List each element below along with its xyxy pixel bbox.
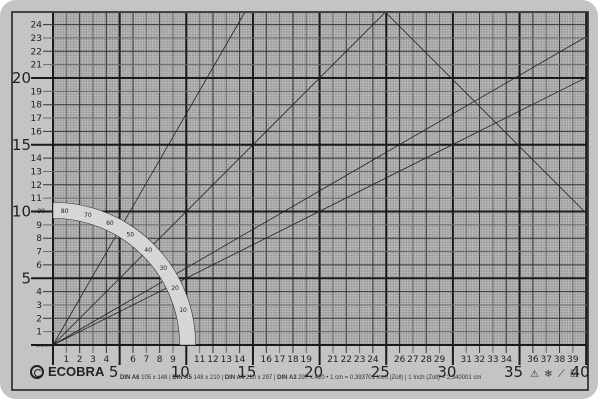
- protractor-label: 10: [179, 307, 187, 314]
- y-axis-label: 6: [36, 261, 42, 271]
- brand-logo: ECOBRA: [30, 364, 104, 379]
- x-axis-label: 10: [171, 363, 190, 381]
- protractor-label: 30: [159, 265, 167, 272]
- y-axis-label: 1: [36, 328, 42, 338]
- y-axis-label: 18: [31, 101, 43, 111]
- x-axis-label: 17: [274, 355, 285, 365]
- y-axis-label: 8: [36, 234, 42, 244]
- brand-name: ECOBRA: [48, 364, 105, 379]
- x-axis-label: 22: [341, 355, 352, 365]
- x-axis-label: 32: [474, 355, 485, 365]
- x-axis-label: 23: [354, 355, 365, 365]
- x-axis-label: 18: [287, 355, 299, 365]
- x-axis-label: 5: [109, 363, 119, 381]
- reflected-angle-line: [385, 12, 587, 214]
- x-axis-label: 39: [567, 355, 579, 365]
- x-axis-label: 9: [170, 355, 176, 365]
- x-axis-label: 30: [437, 363, 456, 381]
- y-axis-label: 11: [31, 194, 42, 204]
- x-axis-label: 24: [367, 355, 379, 365]
- y-axis-label: 14: [31, 154, 43, 164]
- y-axis-label: 7: [36, 248, 42, 258]
- y-axis-label: 17: [31, 114, 42, 124]
- protractor-label: 20: [171, 285, 179, 292]
- x-axis-label: 29: [434, 355, 446, 365]
- size-label: DIN A3: [277, 375, 297, 381]
- x-axis-label: 38: [554, 355, 566, 365]
- y-axis-label: 24: [31, 21, 43, 31]
- protractor-label: 60: [106, 220, 114, 227]
- size-value: 210 x 297: [245, 375, 273, 381]
- size-label: DIN A6: [120, 375, 140, 381]
- x-axis-label: 34: [500, 355, 512, 365]
- protractor-label: 50: [126, 232, 134, 239]
- x-axis-label: 25: [371, 363, 390, 381]
- y-axis-label: 12: [31, 181, 42, 191]
- x-axis-label: 36: [527, 355, 539, 365]
- x-axis-label: 1: [63, 355, 69, 365]
- size-label: DIN A4: [224, 375, 245, 381]
- y-axis-label: 3: [36, 301, 42, 311]
- mat-border: [11, 11, 589, 391]
- protractor-label: 70: [84, 212, 92, 219]
- origin-label: cm/mm: [36, 343, 51, 348]
- angle-line: [52, 12, 245, 346]
- angle-line: [52, 12, 385, 346]
- care-symbols-icon: ⚠ ❄ ⟋ ☑: [530, 369, 580, 380]
- x-axis-label: 19: [301, 355, 313, 365]
- conversion-text: • 1 cm = 0,393701 Inch (Zoll) | 1 Inch (…: [326, 375, 482, 381]
- x-axis-label: 26: [394, 355, 406, 365]
- x-axis-label: 8: [157, 355, 163, 365]
- y-axis-label: 16: [31, 127, 43, 137]
- x-axis-label: 14: [234, 355, 246, 365]
- x-axis-label: 16: [261, 355, 273, 365]
- y-axis-label: 5: [21, 269, 31, 287]
- x-axis-label: 11: [194, 355, 205, 365]
- protractor: [52, 202, 196, 346]
- y-axis-label: 4: [36, 288, 42, 298]
- x-axis-label: 33: [487, 355, 498, 365]
- y-axis-label: 19: [31, 87, 43, 97]
- y-axis-label: 22: [31, 47, 42, 57]
- x-axis-label: 13: [221, 355, 232, 365]
- x-axis-label: 21: [327, 355, 338, 365]
- size-value: 297 x 420: [298, 375, 325, 381]
- y-axis-label: 9: [36, 221, 42, 231]
- y-axis-label: 2: [36, 314, 42, 324]
- x-axis-label: 12: [207, 355, 218, 365]
- angle-line: [52, 35, 588, 346]
- x-axis-label: 20: [304, 363, 323, 381]
- y-axis-label: 23: [31, 34, 42, 44]
- protractor-label: 90: [37, 208, 45, 215]
- x-axis-label: 28: [421, 355, 433, 365]
- size-label: DIN A5: [172, 375, 192, 381]
- x-axis-label: 37: [540, 355, 551, 365]
- x-axis-label: 31: [461, 355, 472, 365]
- paper-size-info: DIN A6 105 x 148 | DIN A5 148 x 210 | DI…: [120, 375, 482, 381]
- x-axis-label: 27: [407, 355, 418, 365]
- x-axis-label: 3: [90, 355, 96, 365]
- protractor-label: 80: [61, 208, 69, 215]
- x-axis-label: 7: [143, 355, 149, 365]
- x-axis-label: 6: [130, 355, 136, 365]
- size-value: 148 x 210: [193, 375, 220, 381]
- x-axis-label: 15: [237, 363, 256, 381]
- y-axis-label: 15: [12, 136, 31, 154]
- protractor-label: 40: [144, 247, 152, 254]
- y-axis-label: 10: [12, 203, 31, 221]
- ecobra-logo-icon: [30, 364, 44, 379]
- size-value: 105 x 148: [141, 375, 168, 381]
- x-axis-label: 2: [77, 355, 83, 365]
- angle-line: [52, 76, 588, 346]
- y-axis-label: 13: [31, 167, 42, 177]
- y-axis-label: 21: [31, 61, 42, 71]
- x-axis-label: 35: [504, 363, 523, 381]
- y-axis-label: 20: [12, 69, 31, 87]
- x-axis-label: 40: [571, 363, 590, 381]
- x-axis-label: 4: [103, 355, 109, 365]
